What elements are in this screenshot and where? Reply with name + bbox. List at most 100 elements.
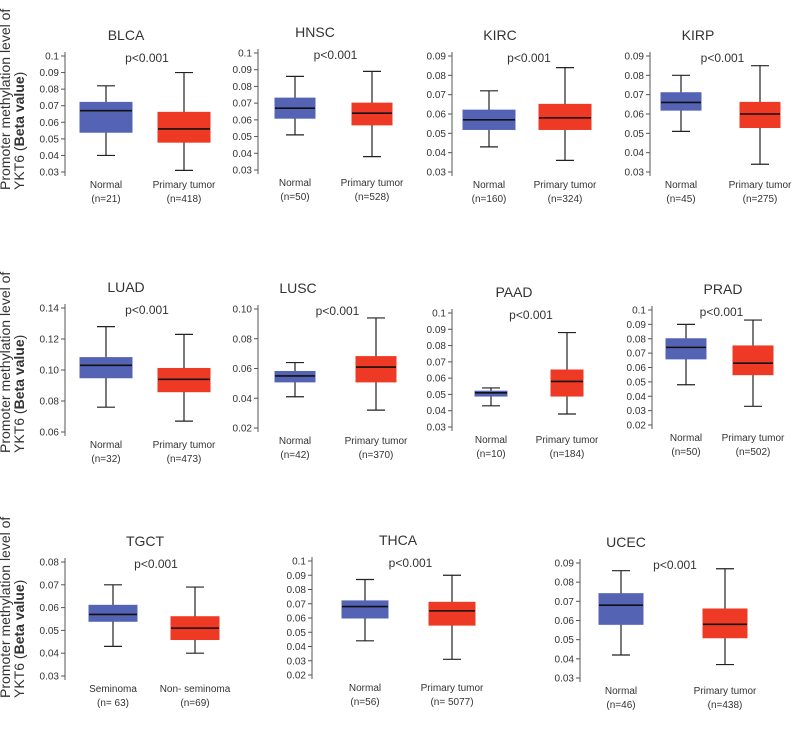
group-n-label: (n= 5077)	[430, 697, 473, 708]
group-n-label: (n=324)	[548, 194, 583, 205]
group-label: Seminoma	[89, 684, 137, 695]
y-tick-label: 0.1	[632, 306, 646, 317]
p-value-label: p<0.001	[507, 51, 551, 65]
y-tick-label: 0.1	[238, 49, 252, 60]
box-normal	[660, 92, 702, 111]
y-tick-label: 0.10	[233, 305, 253, 316]
p-value-label: p<0.001	[125, 303, 169, 317]
y-tick-label: 0.09	[627, 320, 647, 331]
chart-panel-thca: THCA p<0.001 0.02 0.03 0.04 0.05 0.06 0.07 0.08 0…	[287, 532, 485, 708]
y-tick-label: 0.1	[432, 309, 446, 320]
chart-panel-kirc: KIRC p<0.001 0.03 0.04 0.05 0.06 0.07 0.08 0.09 N…	[427, 27, 598, 205]
group-label: Primary tumor	[534, 180, 597, 191]
y-tick-label: 0.08	[427, 71, 447, 82]
y-tick-label: 0.06	[427, 110, 447, 121]
y-tick-label: 0.05	[625, 129, 645, 140]
y-tick-label: 0.05	[233, 132, 253, 143]
y-tick-label: 0.1	[292, 557, 306, 568]
group-n-label: (n=45)	[666, 194, 695, 205]
box-normal	[341, 600, 389, 619]
y-tick-label: 0.08	[233, 82, 253, 93]
y-tick-label: 0.12	[40, 335, 60, 346]
p-value-label: p<0.001	[509, 308, 553, 322]
panel-title: PRAD	[704, 281, 743, 297]
panel-title: BLCA	[108, 27, 145, 43]
group-label: Normal	[475, 435, 507, 446]
y-tick-label: 0.06	[233, 364, 253, 375]
group-n-label: (n=21)	[91, 194, 120, 205]
group-label: Primary tumor	[341, 178, 404, 189]
y-tick-label: 0.05	[427, 129, 447, 140]
y-tick-label: 0.07	[627, 349, 647, 360]
panel-title: TGCT	[126, 533, 165, 549]
y-axis-label-row-2: Promoter methylation level of YKT6 (Beta…	[0, 250, 27, 465]
y-tick-label: 0.04	[555, 654, 575, 665]
y-tick-label: 0.06	[40, 118, 60, 129]
y-tick-label: 0.03	[427, 168, 447, 179]
panel-title: PAAD	[495, 284, 532, 300]
chart-panel-prad: PRAD p<0.001 0.02 0.03 0.04 0.05 0.06 0.07 0.08 0…	[627, 281, 786, 458]
y-tick-label: 0.08	[233, 334, 253, 345]
group-n-label: (n=438)	[708, 700, 743, 711]
group-label: Primary tumor	[722, 433, 785, 444]
y-tick-label: 0.08	[627, 334, 647, 345]
p-value-label: p<0.001	[701, 51, 745, 65]
y-tick-label: 0.04	[427, 406, 447, 417]
group-label: Non- seminoma	[160, 684, 231, 695]
y-tick-label: 0.08	[40, 397, 60, 408]
panel-title: LUSC	[279, 280, 316, 296]
group-n-label: (n=184)	[550, 449, 585, 460]
p-value-label: p<0.001	[700, 305, 744, 319]
chart-panel-blca: BLCA p<0.001 0.03 0.04 0.05 0.06 0.07 0.08 0.09 0…	[40, 27, 217, 205]
y-tick-label: 0.07	[287, 599, 307, 610]
y-tick-label: 0.07	[233, 99, 253, 110]
y-tick-label: 0.14	[40, 304, 60, 315]
group-label: Normal	[279, 436, 311, 447]
y-tick-label: 0.05	[40, 134, 60, 145]
y-tick-label: 0.10	[40, 366, 60, 377]
group-n-label: (n=418)	[167, 194, 202, 205]
y-tick-label: 0.06	[625, 110, 645, 121]
panel-title: UCEC	[606, 534, 646, 550]
chart-panel-ucec: UCEC p<0.001 0.03 0.04 0.05 0.06 0.07 0.08 0.09 N…	[555, 534, 758, 711]
y-tick-label: 0.06	[40, 603, 60, 614]
y-tick-label: 0.05	[40, 626, 60, 637]
p-value-label: p<0.001	[653, 558, 697, 572]
group-n-label: (n=370)	[359, 450, 394, 461]
box-tumor	[157, 111, 211, 143]
y-tick-label: 0.02	[627, 421, 647, 432]
y-tick-label: 0.03	[233, 166, 253, 177]
y-tick-label: 0.07	[427, 90, 447, 101]
y-tick-label: 0.09	[233, 65, 253, 76]
svg-text:YKT6 (Beta value): YKT6 (Beta value)	[11, 335, 27, 453]
chart-panel-kirp: KIRP p<0.001 0.03 0.04 0.05 0.06 0.07 0.08 0.09 N…	[625, 27, 793, 205]
y-tick-label: 0.03	[627, 406, 647, 417]
y-axis-label-line1: Promoter methylation level of	[0, 9, 13, 190]
y-tick-label: 0.04	[40, 151, 60, 162]
svg-text:YKT6 (Beta value): YKT6 (Beta value)	[11, 580, 27, 698]
box-normal	[598, 593, 644, 625]
svg-text:Promoter methylation level of: Promoter methylation level of	[0, 9, 13, 190]
group-label: Normal	[349, 683, 381, 694]
chart-panel-luad: LUAD p<0.001 0.06 0.08 0.10 0.12 0.14 Normal (n=…	[40, 279, 217, 465]
y-tick-label: 0.09	[427, 325, 447, 336]
p-value-label: p<0.001	[125, 51, 169, 65]
p-value-label: p<0.001	[134, 557, 178, 571]
group-label: Primary tumor	[345, 436, 408, 447]
y-tick-label: 0.06	[627, 363, 647, 374]
group-label: Primary tumor	[536, 435, 599, 446]
svg-text:Promoter methylation level of: Promoter methylation level of	[0, 272, 13, 453]
y-tick-label: 0.04	[233, 149, 253, 160]
box-tumor	[550, 369, 584, 397]
panel-title: KIRC	[483, 27, 516, 43]
group-label: Primary tumor	[694, 686, 757, 697]
chart-panel-tgct: TGCT p<0.001 0.03 0.04 0.05 0.06 0.07 0.08 Semin…	[40, 533, 231, 709]
group-n-label: (n=160)	[472, 194, 507, 205]
y-tick-label: 0.05	[427, 390, 447, 401]
svg-text:YKT6 (Beta value): YKT6 (Beta value)	[11, 72, 27, 190]
y-tick-label: 0.09	[427, 52, 447, 63]
group-label: Primary tumor	[729, 180, 792, 191]
box-tumor	[355, 356, 397, 383]
group-n-label: (n=502)	[736, 447, 771, 458]
